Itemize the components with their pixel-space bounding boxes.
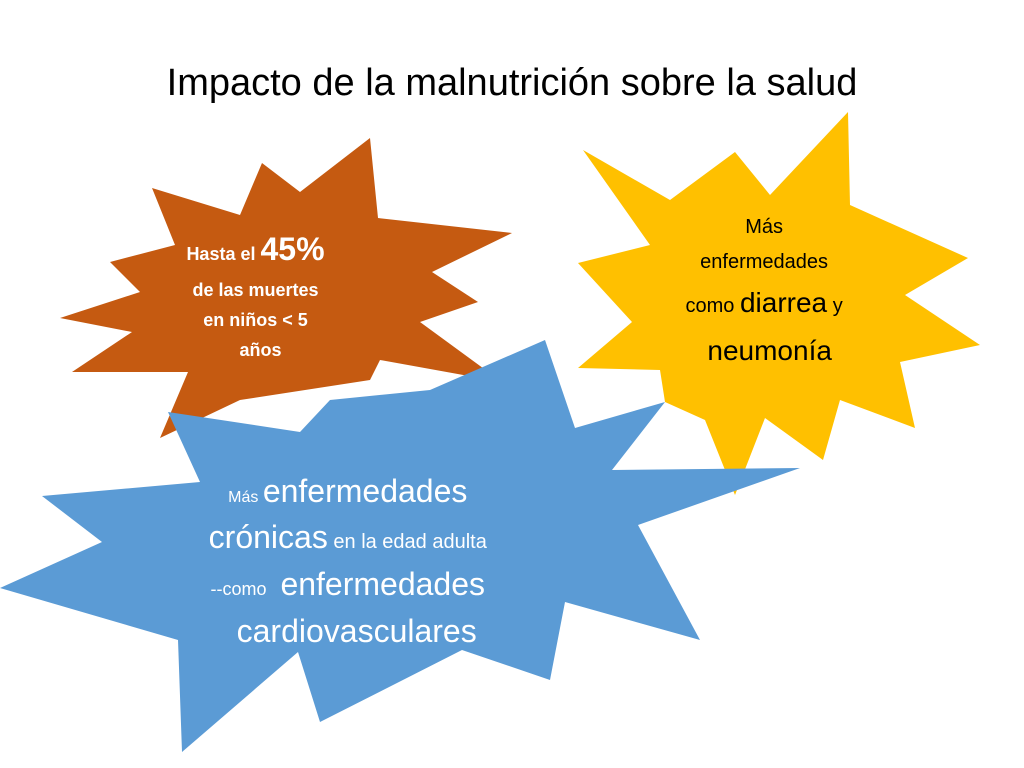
slide-title: Impacto de la malnutrición sobre la salu… [167,62,858,104]
yellow-star [578,112,980,495]
text-line: como diarrea y [686,287,843,318]
text-line: de las muertes [192,280,318,300]
text-run: como [686,295,740,317]
text-line: en niños < 5 [203,310,308,330]
yellow-text: Más enfermedades como diarrea y neumonía [0,0,871,366]
blue-star [0,340,800,752]
text-run: en la edad adulta [328,531,488,553]
text-line: años [239,340,281,360]
text-run: enfermedades [263,473,468,509]
text-line: crónicas en la edad adulta [209,519,488,555]
text-line: cardiovasculares [237,613,477,649]
text-run: --como [211,579,272,599]
text-line: Más enfermedades [228,473,467,509]
blue-text: Más enfermedades crónicas en la edad adu… [0,0,531,649]
text-run: y [827,295,843,317]
text-run: enfermedades [272,566,485,602]
orange-star [60,138,512,438]
text-run: Más [228,489,263,506]
text-line: --como enfermedades [211,566,485,602]
text-run: diarrea [740,287,828,318]
text-line: neumonía [707,335,832,366]
text-line: Hasta el 45% [186,231,324,267]
orange-text: Hasta el 45% de las muertes en niños < 5… [0,0,350,360]
text-line: enfermedades [700,251,828,273]
text-run: crónicas [209,519,328,555]
text-run: 45% [260,231,324,267]
text-run: Hasta el [186,244,260,264]
text-line: Más [745,216,783,238]
